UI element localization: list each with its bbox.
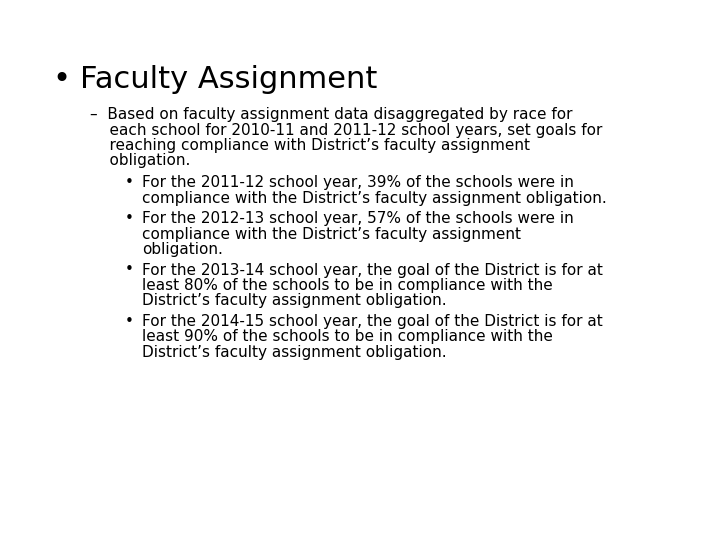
Text: •: • [125, 314, 134, 329]
Text: –  Based on faculty assignment data disaggregated by race for: – Based on faculty assignment data disag… [90, 107, 572, 122]
Text: each school for 2010-11 and 2011-12 school years, set goals for: each school for 2010-11 and 2011-12 scho… [90, 123, 603, 138]
Text: obligation.: obligation. [142, 242, 223, 257]
Text: compliance with the District’s faculty assignment obligation.: compliance with the District’s faculty a… [142, 191, 607, 206]
Text: compliance with the District’s faculty assignment: compliance with the District’s faculty a… [142, 226, 521, 241]
Text: obligation.: obligation. [90, 153, 190, 168]
Text: •: • [125, 262, 134, 278]
Text: •: • [125, 211, 134, 226]
Text: least 90% of the schools to be in compliance with the: least 90% of the schools to be in compli… [142, 329, 553, 345]
Text: District’s faculty assignment obligation.: District’s faculty assignment obligation… [142, 345, 446, 360]
Text: •: • [52, 65, 70, 94]
Text: least 80% of the schools to be in compliance with the: least 80% of the schools to be in compli… [142, 278, 553, 293]
Text: District’s faculty assignment obligation.: District’s faculty assignment obligation… [142, 294, 446, 308]
Text: Faculty Assignment: Faculty Assignment [80, 65, 377, 94]
Text: For the 2011-12 school year, 39% of the schools were in: For the 2011-12 school year, 39% of the … [142, 175, 574, 190]
Text: reaching compliance with District’s faculty assignment: reaching compliance with District’s facu… [90, 138, 530, 153]
Text: For the 2013-14 school year, the goal of the District is for at: For the 2013-14 school year, the goal of… [142, 262, 603, 278]
Text: For the 2014-15 school year, the goal of the District is for at: For the 2014-15 school year, the goal of… [142, 314, 603, 329]
Text: For the 2012-13 school year, 57% of the schools were in: For the 2012-13 school year, 57% of the … [142, 211, 574, 226]
Text: •: • [125, 175, 134, 190]
